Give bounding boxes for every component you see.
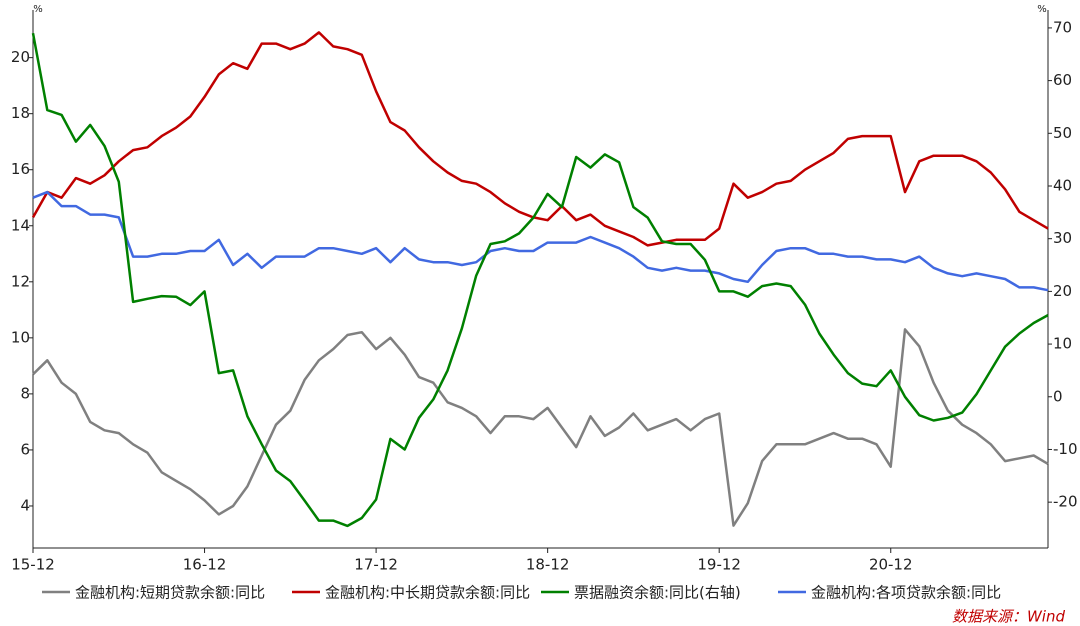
x-tick-label: 18-12 (526, 556, 570, 574)
y2-tick-label: 60 (1053, 71, 1072, 89)
y2-tick-label: 0 (1053, 387, 1063, 405)
legend-label: 票据融资余额:同比(右轴) (574, 584, 741, 602)
y2-tick-label: 70 (1053, 18, 1072, 36)
x-tick-label: 17-12 (354, 556, 398, 574)
y2-tick-label: 40 (1053, 176, 1072, 194)
source-note: 数据来源：Wind (952, 608, 1066, 626)
y-tick-label: 8 (20, 384, 30, 402)
series-line (31, 32, 1049, 528)
legend-label: 金融机构:中长期贷款余额:同比 (325, 584, 530, 602)
x-tick-label: 20-12 (869, 556, 913, 574)
y-tick-label: 16 (11, 160, 30, 178)
y-tick-label: 6 (20, 440, 30, 458)
x-tick-label: 15-12 (11, 556, 55, 574)
y-tick-label: 18 (11, 104, 30, 122)
y2-tick-label: 50 (1053, 124, 1072, 142)
y2-tick-label: -20 (1053, 493, 1078, 511)
y-axis-unit: % (33, 4, 43, 15)
y2-tick-label: 20 (1053, 282, 1072, 300)
series-line (32, 190, 1049, 292)
series-line (31, 31, 1049, 247)
y2-tick-label: 10 (1053, 335, 1072, 353)
series-line (32, 328, 1049, 527)
y-tick-label: 4 (20, 496, 30, 514)
y-tick-label: 12 (11, 272, 30, 290)
x-tick-label: 16-12 (183, 556, 227, 574)
legend-label: 金融机构:各项贷款余额:同比 (811, 584, 1001, 602)
y-tick-label: 20 (11, 48, 30, 66)
y-tick-label: 10 (11, 328, 30, 346)
y2-axis-unit: % (1037, 4, 1047, 15)
y2-tick-label: 30 (1053, 229, 1072, 247)
y2-tick-label: -10 (1053, 440, 1078, 458)
x-tick-label: 19-12 (697, 556, 741, 574)
legend-label: 金融机构:短期贷款余额:同比 (75, 584, 265, 602)
y-tick-label: 14 (11, 216, 30, 234)
